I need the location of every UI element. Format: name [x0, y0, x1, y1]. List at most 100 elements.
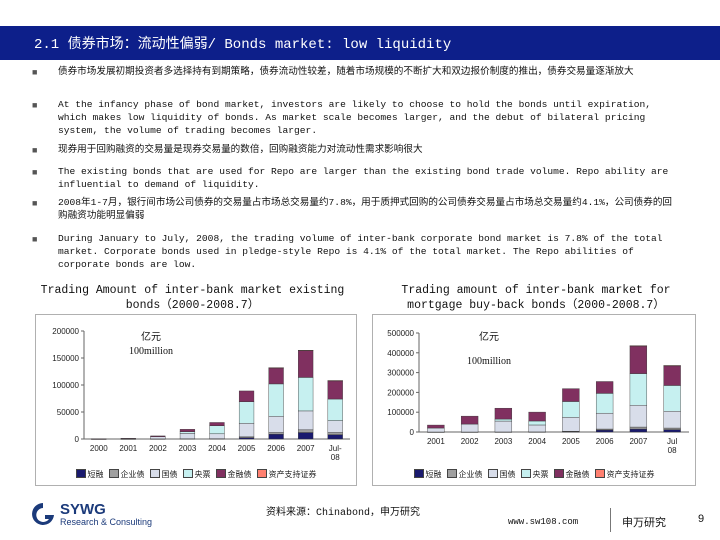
x-tick-label: 2005 — [238, 444, 256, 453]
legend-label: 国债 — [499, 470, 516, 479]
x-tick-label: 2006 — [267, 444, 285, 453]
bar-segment — [91, 438, 107, 440]
website-link[interactable]: www.sw108.com — [508, 517, 579, 527]
y-tick-label: 0 — [410, 428, 415, 437]
logo-subtitle: Research & Consulting — [60, 517, 153, 527]
bullet-text-4: The existing bonds that are used for Rep… — [58, 166, 669, 190]
chart-1-caption: Trading Amount of inter-bank market exis… — [40, 284, 345, 312]
legend-swatch — [594, 469, 605, 478]
y-tick-label: 300000 — [387, 369, 414, 378]
bullet-icon: ■ — [32, 145, 38, 155]
legend-label: 央票 — [532, 470, 549, 479]
bar-segment — [120, 438, 136, 440]
legend-item: 企业债 — [446, 469, 483, 480]
bullet-icon: ■ — [32, 67, 38, 77]
chart-1-unit-cn: 亿元 — [141, 332, 161, 343]
chart-2-caption: Trading amount of inter-bank market for … — [401, 284, 671, 312]
bar-segment — [663, 385, 681, 412]
bar-segment — [629, 345, 648, 347]
bar-segment — [629, 426, 648, 430]
bar-segment — [562, 417, 580, 432]
x-tick-label: 2005 — [562, 437, 580, 446]
bullet-icon: ■ — [32, 167, 38, 177]
x-tick-label: 2001 — [427, 437, 445, 446]
bar-segment — [595, 429, 614, 433]
legend-label: 资产支持证券 — [268, 470, 317, 479]
bullet-text-2: At the infancy phase of bond market, inv… — [58, 99, 651, 136]
x-tick-label: 2002 — [461, 437, 479, 446]
y-tick-label: 150000 — [52, 354, 79, 363]
bar-segment — [460, 423, 479, 433]
bar-segment — [427, 427, 445, 433]
bar-segment — [238, 390, 255, 402]
bar-segment — [298, 432, 314, 440]
title-bar: 2.1 债券市场：流动性偏弱/ Bonds market: low liquid… — [0, 26, 720, 60]
bar-segment — [209, 433, 225, 439]
legend-swatch — [446, 469, 457, 478]
bar-segment — [595, 381, 614, 394]
x-tick-label: 2007 — [629, 437, 647, 446]
legend-swatch — [553, 469, 564, 478]
x-tick-label: 2004 — [528, 437, 546, 446]
bullet-text-1: 债券市场发展初期投资者多选择持有到期策略，债券流动性较差，随着市场规模的不断扩大… — [58, 66, 634, 77]
x-tick-label: 2007 — [297, 444, 315, 453]
y-tick-label: 50000 — [57, 408, 80, 417]
x-tick-label: 08 — [668, 446, 677, 455]
bullet-text-6: During January to July, 2008, the tradin… — [58, 233, 663, 270]
bar-segment — [663, 365, 681, 367]
legend-label: 企业债 — [120, 470, 145, 479]
x-tick-label: 2002 — [149, 444, 167, 453]
bar-segment — [238, 423, 255, 438]
bar-segment — [298, 350, 314, 378]
legend-item: 金融债 — [553, 469, 590, 480]
y-tick-label: 200000 — [387, 388, 414, 397]
footer-brand: 申万研究 — [622, 517, 666, 529]
bar-segment — [238, 401, 255, 424]
bar-segment — [494, 407, 513, 420]
footer-divider — [610, 508, 611, 532]
legend-swatch — [520, 469, 531, 478]
bullet-icon: ■ — [32, 198, 38, 208]
bar-segment — [150, 435, 166, 437]
page-number: 9 — [698, 513, 705, 525]
chart-2: 500000 400000 300000 200000 100000 0 2001 2002 2… — [372, 314, 696, 486]
legend-swatch — [413, 469, 424, 478]
bar-segment — [663, 365, 681, 386]
bar-segment — [629, 345, 648, 374]
bar-segment — [629, 405, 648, 428]
bar-segment — [528, 411, 546, 422]
bullet-text-3: 现券用于回购融资的交易量是现券交易量的数倍，回购融资能力对流动性需求影响很大 — [58, 144, 423, 155]
x-tick-label: 2003 — [494, 437, 512, 446]
legend-item: 短融 — [75, 469, 104, 480]
bar-segment — [595, 393, 614, 414]
chart-2-legend: 短融 企业债 国债 央票 金融债 资产支持证券 — [373, 469, 695, 480]
x-tick-label: 08 — [331, 453, 340, 462]
chart-1-plot: 200000 150000 100000 50000 0 2000 2001 2002 2003… — [52, 327, 350, 462]
bar-segment — [268, 433, 284, 440]
y-tick-label: 100000 — [387, 408, 414, 417]
bar-segment — [528, 424, 546, 433]
legend-swatch — [215, 469, 226, 478]
legend-swatch — [182, 469, 193, 478]
bar-segment — [327, 380, 343, 400]
legend-item: 短融 — [413, 469, 442, 480]
chart-2-unit: 亿元 100million — [451, 331, 527, 369]
legend-item: 央票 — [520, 469, 549, 480]
bar-segment — [494, 418, 513, 422]
bar-segment — [268, 383, 284, 417]
bar-segment — [595, 412, 614, 430]
bar-segment — [298, 377, 314, 412]
bullet-text-5: 2008年1-7月，银行间市场公司债券的交易量占市场总交易量约7.8%，用于质押… — [58, 197, 673, 221]
chart-2-plot: 500000 400000 300000 200000 100000 0 2001 2002 2… — [387, 329, 689, 455]
legend-item: 资产支持证券 — [256, 469, 317, 480]
bar-segment — [268, 432, 284, 435]
bar-segment — [298, 429, 314, 433]
legend-swatch — [108, 469, 119, 478]
bar-segment — [327, 398, 343, 421]
y-tick-label: 200000 — [52, 327, 79, 336]
x-tick-label: 2000 — [90, 444, 108, 453]
bar-segment — [327, 432, 343, 435]
x-tick-label: 2001 — [119, 444, 137, 453]
x-tick-label: 2003 — [179, 444, 197, 453]
chart-1: 200000 150000 100000 50000 0 2000 2001 2002 2003… — [35, 314, 357, 486]
